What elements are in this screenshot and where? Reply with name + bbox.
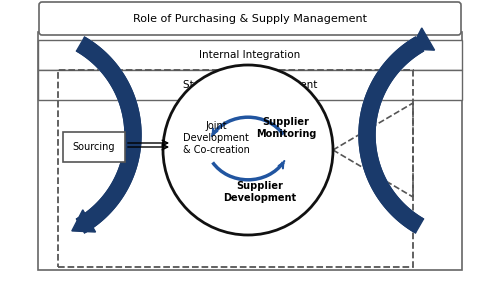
Text: Supplier
Monitoring: Supplier Monitoring: [256, 117, 316, 139]
Text: Internal Integration: Internal Integration: [200, 50, 300, 60]
Polygon shape: [359, 37, 424, 233]
Text: Role of Purchasing & Supply Management: Role of Purchasing & Supply Management: [133, 13, 367, 23]
Polygon shape: [72, 210, 96, 232]
FancyBboxPatch shape: [39, 2, 461, 35]
Bar: [38, 70, 462, 100]
Polygon shape: [359, 37, 424, 233]
Polygon shape: [76, 37, 141, 233]
Polygon shape: [76, 37, 141, 233]
Polygon shape: [411, 28, 434, 50]
Text: Sourcing: Sourcing: [73, 142, 115, 152]
Bar: [63, 132, 125, 162]
Bar: [58, 70, 413, 267]
Bar: [38, 40, 462, 70]
Text: Supplier
Development: Supplier Development: [224, 181, 296, 203]
Circle shape: [163, 65, 333, 235]
Text: Joint
Development
& Co-creation: Joint Development & Co-creation: [182, 121, 250, 155]
Bar: [38, 32, 462, 270]
Text: Stakeholder Management: Stakeholder Management: [183, 80, 317, 90]
